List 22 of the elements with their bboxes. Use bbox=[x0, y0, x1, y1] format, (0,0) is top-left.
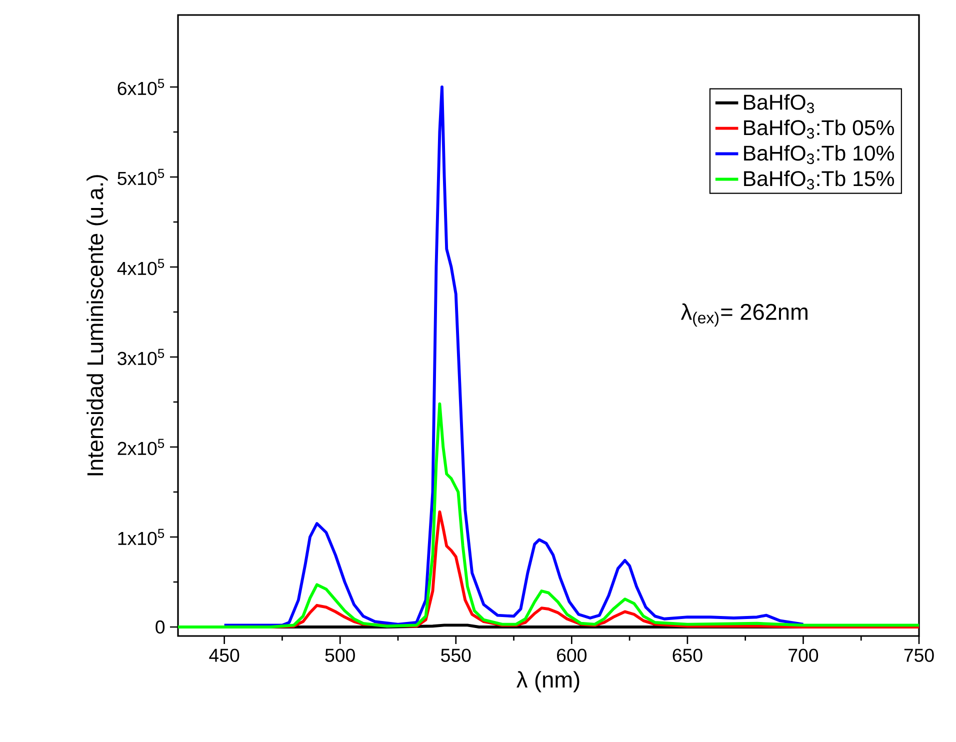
x-tick-label: 750 bbox=[904, 648, 934, 662]
x-tick-label: 700 bbox=[788, 648, 818, 662]
y-axis-title: Intensidad Luminiscente (u.a.) bbox=[86, 175, 108, 476]
legend-label: BaHfO$_{3}$ bbox=[744, 94, 814, 114]
y-tick-label: 5x10$^{5}$ bbox=[118, 168, 164, 186]
x-tick-label: 550 bbox=[441, 648, 471, 662]
line-series bbox=[178, 402, 920, 628]
y-tick-label: 3x10$^{5}$ bbox=[118, 348, 164, 366]
x-tick-label: 600 bbox=[557, 648, 587, 662]
y-tick-label: 6x10$^{5}$ bbox=[118, 78, 164, 96]
x-tick-label: 500 bbox=[325, 648, 355, 662]
legend-label: BaHfO$_{3}$:Tb 10% bbox=[744, 145, 894, 164]
y-tick-label: 4x10$^{5}$ bbox=[117, 258, 164, 276]
annotation: λ$_{(ex)}$= 262nm bbox=[680, 303, 808, 327]
y-tick-label: 0 bbox=[156, 620, 165, 634]
x-axis-title: λ (nm) bbox=[516, 671, 580, 692]
legend-label: BaHfO$_{3}$:Tb 15% bbox=[744, 170, 894, 190]
x-tick-label: 650 bbox=[672, 648, 702, 662]
y-tick-label: 2x10$^{5}$ bbox=[118, 438, 164, 456]
y-tick-label: 1x10$^{5}$ bbox=[118, 528, 164, 546]
legend-label: BaHfO$_{3}$:Tb 05% bbox=[744, 120, 894, 139]
x-tick-label: 450 bbox=[209, 648, 240, 662]
